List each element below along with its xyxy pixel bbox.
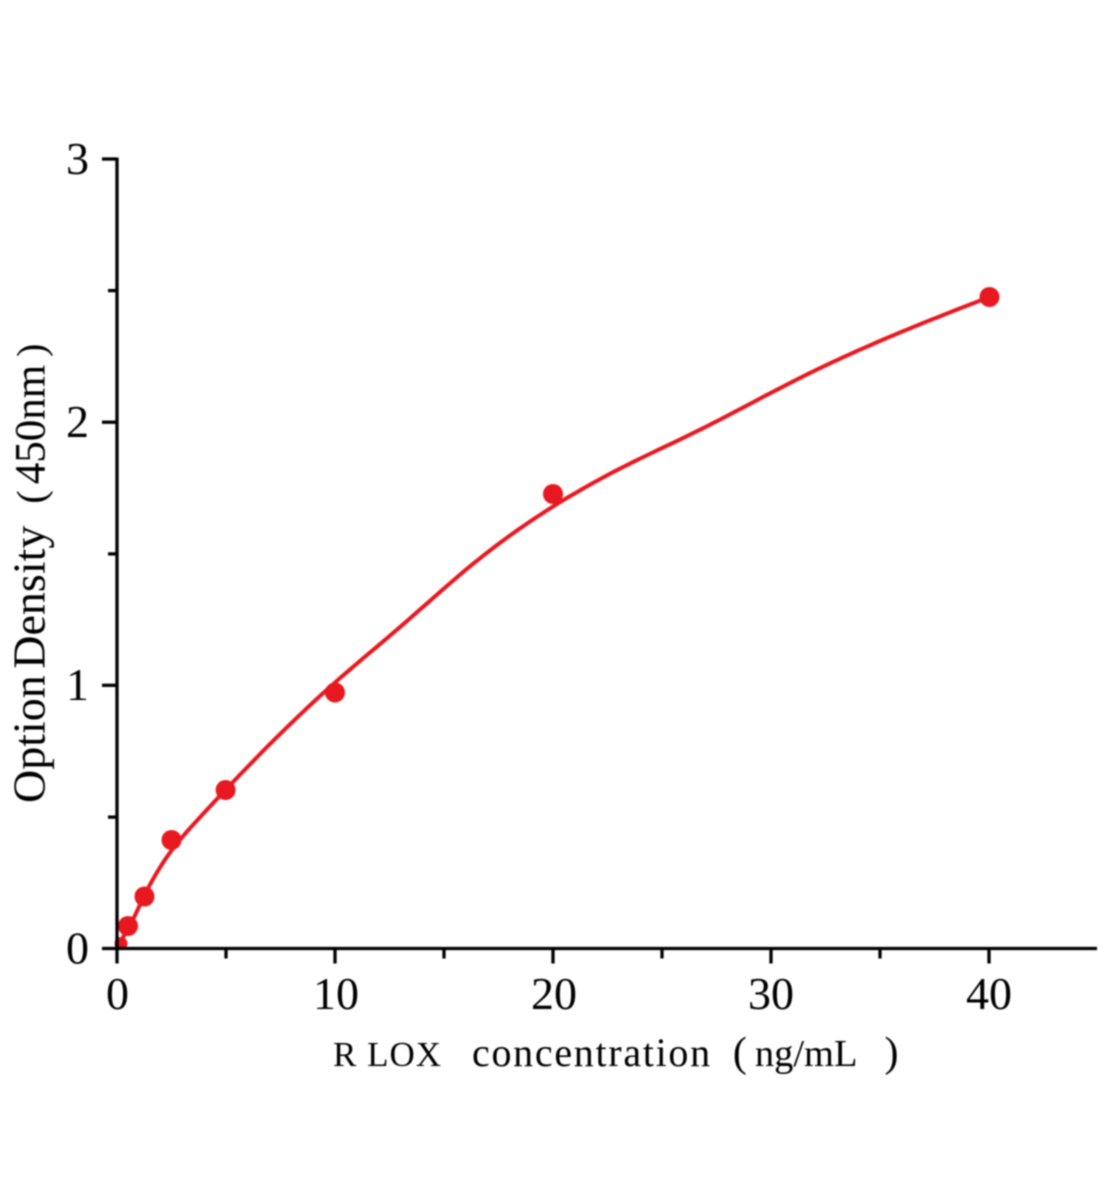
svg-text:20: 20	[531, 968, 577, 1019]
svg-text:2: 2	[66, 396, 89, 447]
svg-text:30: 30	[748, 968, 794, 1019]
svg-text:Option Density(450nm): Option Density(450nm)	[4, 344, 55, 804]
svg-text:3: 3	[66, 133, 89, 184]
svg-text:40: 40	[966, 968, 1012, 1019]
svg-text:1: 1	[66, 659, 89, 710]
svg-text:0: 0	[106, 968, 129, 1019]
svg-text:0: 0	[66, 923, 89, 974]
svg-text:10: 10	[313, 968, 359, 1019]
